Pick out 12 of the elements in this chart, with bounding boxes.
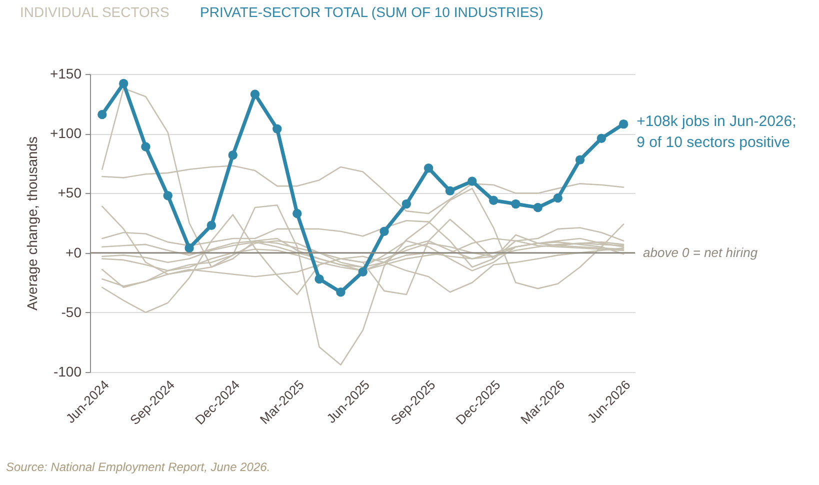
source-note: Source: National Employment Report, June 2026.	[6, 460, 270, 474]
y-tick-label: -50	[61, 304, 82, 320]
y-axis-title: Average change, thousands	[24, 136, 40, 311]
y-tick-label: +100	[50, 125, 82, 142]
ref-line-label: above 0 = net hiring	[643, 244, 758, 260]
y-tick-label: -100	[53, 364, 82, 380]
text: INDIVIDUAL SECTORS	[20, 4, 170, 20]
annotation: +108k jobs in Jun-2026; 9 of 10 sectors positive	[636, 113, 796, 152]
text: PRIVATE-SECTOR TOTAL (SUM OF 10 INDUSTRIES)	[200, 4, 544, 20]
y-tick-label: +150	[50, 66, 82, 82]
y-tick-label: +0	[66, 244, 82, 260]
y-tick-label: +50	[58, 184, 82, 201]
